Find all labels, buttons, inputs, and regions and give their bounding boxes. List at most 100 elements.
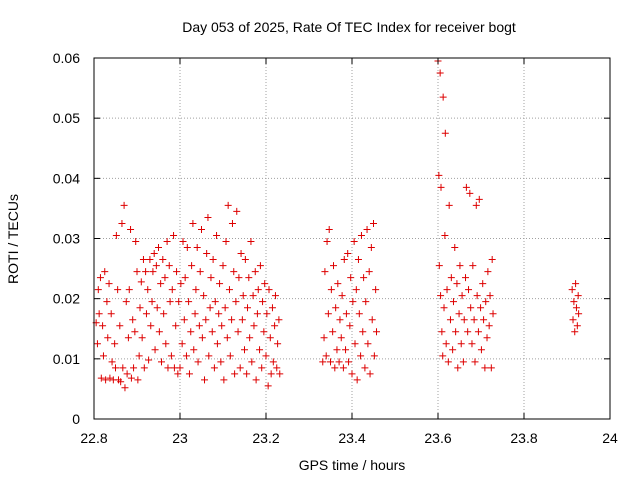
data-point (226, 286, 233, 293)
data-point (145, 357, 152, 364)
data-point (333, 346, 340, 353)
data-point (442, 130, 449, 137)
data-point (123, 298, 130, 305)
data-point (473, 202, 480, 209)
y-tick-label: 0.05 (53, 110, 80, 126)
data-point (189, 220, 196, 227)
data-point (574, 322, 581, 329)
data-point (373, 328, 380, 335)
data-point (125, 334, 132, 341)
data-point (267, 334, 274, 341)
y-tick-label: 0.03 (53, 231, 80, 247)
data-point (254, 310, 261, 317)
data-point (250, 322, 257, 329)
data-point (488, 364, 495, 371)
data-point (466, 190, 473, 197)
data-point (453, 280, 460, 287)
data-point (486, 322, 493, 329)
data-point (213, 232, 220, 239)
data-point (460, 358, 467, 365)
data-point (142, 268, 149, 275)
data-point (190, 346, 197, 353)
data-point (451, 244, 458, 251)
data-point (349, 298, 356, 305)
x-tick-label: 23.6 (424, 430, 451, 446)
y-tick-label: 0.06 (53, 50, 80, 66)
data-point (268, 370, 275, 377)
data-point (112, 364, 119, 371)
data-point (203, 250, 210, 257)
data-point (341, 256, 348, 263)
data-point (202, 316, 209, 323)
data-point (209, 328, 216, 335)
data-point (362, 298, 369, 305)
x-tick-label: 22.8 (80, 430, 107, 446)
data-point (207, 304, 214, 311)
data-point (214, 340, 221, 347)
data-point (347, 274, 354, 281)
data-point (147, 322, 154, 329)
data-point (571, 328, 578, 335)
x-tick-label: 24 (602, 430, 618, 446)
data-point (104, 334, 111, 341)
data-point (205, 352, 212, 359)
data-point (436, 262, 443, 269)
data-point (474, 292, 481, 299)
data-point (481, 364, 488, 371)
data-point (237, 364, 244, 371)
data-point (196, 322, 203, 329)
data-point (177, 280, 184, 287)
data-point (354, 376, 361, 383)
data-point (247, 238, 254, 245)
y-tick-label: 0.01 (53, 351, 80, 367)
data-point (326, 226, 333, 233)
data-point (440, 94, 447, 101)
data-point (575, 292, 582, 299)
data-point (331, 364, 338, 371)
data-point (99, 322, 106, 329)
data-point (137, 304, 144, 311)
data-point (368, 244, 375, 251)
data-point (358, 232, 365, 239)
data-point (339, 292, 346, 299)
data-point (441, 304, 448, 311)
data-point (228, 316, 235, 323)
data-point (340, 364, 347, 371)
data-point (447, 316, 454, 323)
data-point (245, 274, 252, 281)
data-point (270, 358, 277, 365)
data-point (360, 274, 367, 281)
data-point (468, 340, 475, 347)
data-point (243, 370, 250, 377)
data-point (192, 310, 199, 317)
data-point (113, 232, 120, 239)
data-point (476, 196, 483, 203)
data-point (489, 256, 496, 263)
data-point (232, 298, 239, 305)
data-point (169, 286, 176, 293)
data-point (140, 256, 147, 263)
data-point (370, 220, 377, 227)
data-point (456, 310, 463, 317)
data-point (490, 310, 497, 317)
data-point (207, 274, 214, 281)
data-point (570, 298, 577, 305)
data-point (151, 250, 158, 257)
x-tick-label: 23.8 (510, 430, 537, 446)
data-point (321, 334, 328, 341)
data-point (127, 226, 134, 233)
data-point (569, 286, 576, 293)
data-point (164, 238, 171, 245)
data-point (131, 328, 138, 335)
data-point (469, 262, 476, 269)
data-point (195, 358, 202, 365)
data-point (155, 244, 162, 251)
data-point (361, 364, 368, 371)
data-point (479, 280, 486, 287)
chart-title: Day 053 of 2025, Rate Of TEC Index for r… (182, 19, 516, 35)
data-point (167, 298, 174, 305)
data-point (204, 214, 211, 221)
x-tick-label: 23.4 (338, 430, 365, 446)
data-point (263, 310, 270, 317)
data-point (467, 304, 474, 311)
